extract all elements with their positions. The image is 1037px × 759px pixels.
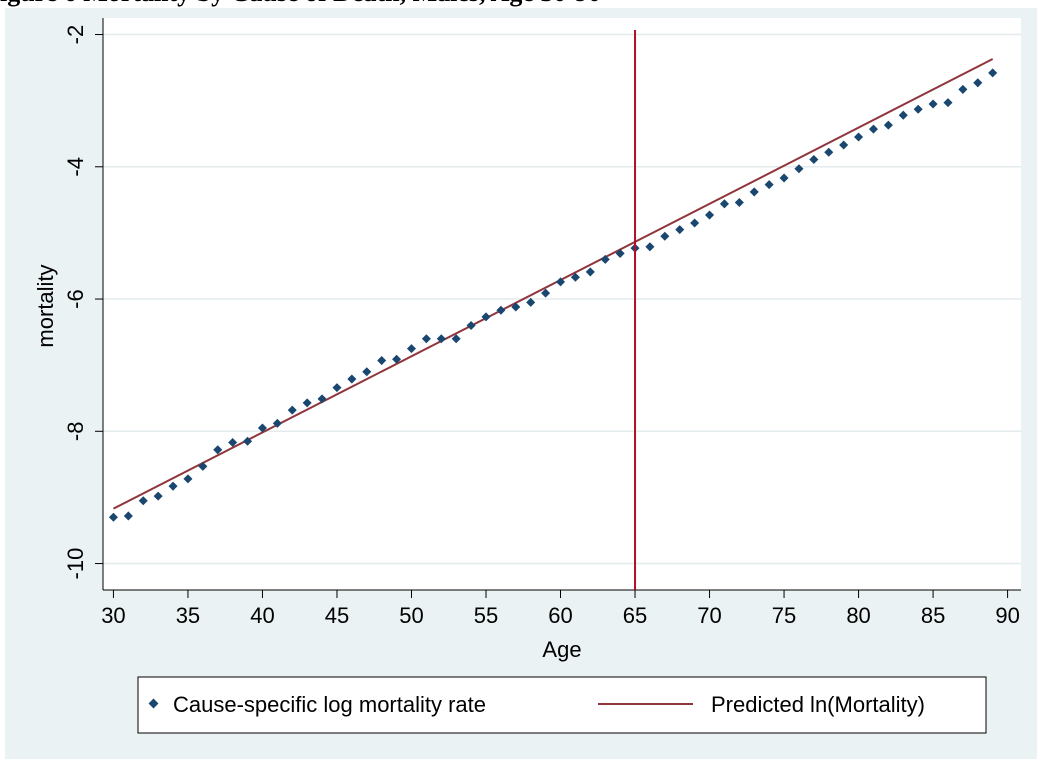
legend-marker-scatter xyxy=(148,698,159,709)
figure-caption: igure 6 Mortality by Cause of Death, Mal… xyxy=(0,0,1037,8)
scatter-point xyxy=(913,104,923,114)
x-axis-title: Age xyxy=(542,637,581,662)
predicted-line xyxy=(112,58,994,510)
scatter-point xyxy=(213,445,223,455)
x-tick-label: 80 xyxy=(846,603,870,628)
x-tick-label: 65 xyxy=(623,603,647,628)
scatter-point xyxy=(198,461,208,471)
scatter-point xyxy=(585,267,595,277)
y-tick-label: -2 xyxy=(63,25,88,45)
y-tick-label: -4 xyxy=(63,157,88,177)
x-axis: 30 35 40 45 50 55 60 65 70 75 80 85 90 xyxy=(101,590,1020,628)
x-tick-label: 75 xyxy=(772,603,796,628)
x-tick-label: 50 xyxy=(399,603,423,628)
legend: Cause-specific log mortality rate Predic… xyxy=(137,676,987,734)
x-tick-label: 30 xyxy=(101,603,125,628)
scatter-point xyxy=(138,496,148,506)
x-tick-label: 85 xyxy=(921,603,945,628)
y-tick-label: -8 xyxy=(63,422,88,442)
scatter-point xyxy=(928,99,938,109)
legend-label-line: Predicted ln(Mortality) xyxy=(711,692,925,717)
x-tick-label: 70 xyxy=(697,603,721,628)
x-tick-label: 60 xyxy=(548,603,572,628)
y-axis-title: mortality xyxy=(33,264,58,347)
y-tick-label: -10 xyxy=(63,548,88,580)
x-tick-label: 90 xyxy=(995,603,1019,628)
scatter-point xyxy=(243,436,253,446)
x-tick-label: 40 xyxy=(250,603,274,628)
y-tick-label: -6 xyxy=(63,289,88,309)
plot-area xyxy=(103,18,1021,590)
scatter-point xyxy=(511,302,521,312)
scatter-point xyxy=(168,481,178,491)
scatter-point xyxy=(734,197,744,208)
x-tick-label: 45 xyxy=(325,603,349,628)
legend-box xyxy=(137,676,987,734)
x-tick-label: 35 xyxy=(176,603,200,628)
scatter-point xyxy=(824,147,834,157)
scatter-point xyxy=(153,491,163,501)
y-axis: -10 -8 -6 -4 -2 xyxy=(63,25,103,580)
gridlines xyxy=(103,33,1021,565)
x-tick-label: 55 xyxy=(474,603,498,628)
scatter-point xyxy=(183,474,193,484)
scatter-point xyxy=(541,288,551,298)
legend-label-scatter: Cause-specific log mortality rate xyxy=(173,692,486,717)
